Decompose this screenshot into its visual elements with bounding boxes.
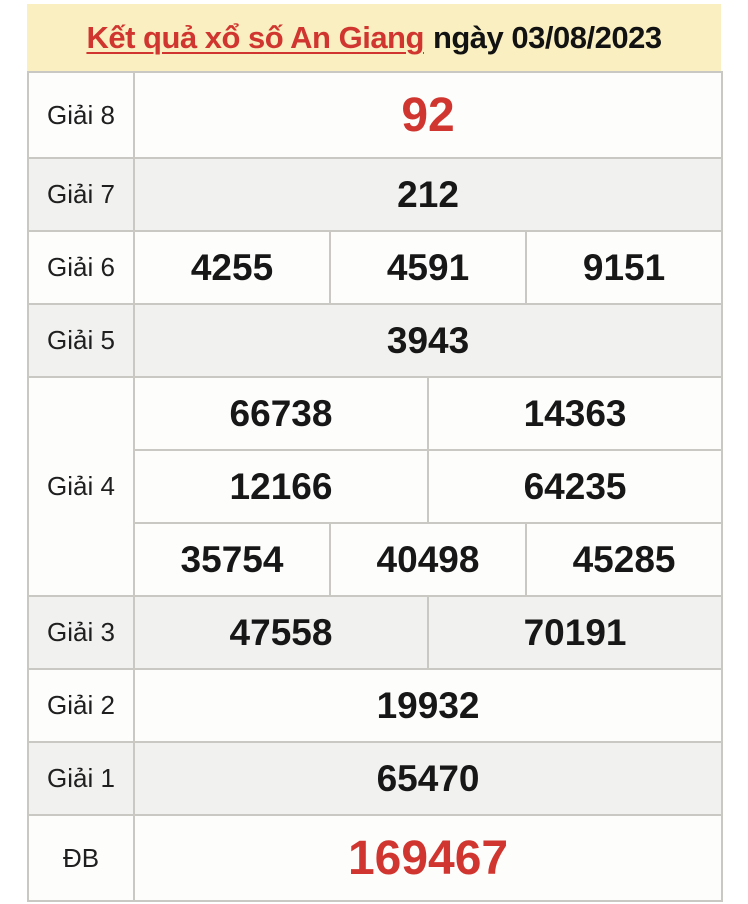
prize-number: 14363 xyxy=(426,376,724,451)
prize-number: 66738 xyxy=(133,376,429,451)
prize-number: 19932 xyxy=(132,668,724,743)
row-giai-6: Giải 6 4255 4591 9151 xyxy=(27,230,724,305)
prize-label: Giải 6 xyxy=(27,230,135,305)
prize-label: Giải 8 xyxy=(27,71,135,159)
row-giai-4-line-3: 35754 40498 45285 xyxy=(28,522,724,597)
row-giai-8: Giải 8 92 xyxy=(27,71,724,159)
prize-number: 45285 xyxy=(524,522,724,597)
draw-date-label: ngày 03/08/2023 xyxy=(432,19,662,55)
prize-number: 3943 xyxy=(132,303,724,378)
prize-number: 212 xyxy=(132,157,724,232)
prize-number: 70191 xyxy=(426,595,724,670)
prize-number: 9151 xyxy=(524,230,724,305)
prize-number: 40498 xyxy=(329,522,527,597)
prize-number: 169467 xyxy=(132,814,724,902)
prize-label: Giải 3 xyxy=(27,595,135,670)
row-giai-3: Giải 3 47558 70191 xyxy=(27,595,724,670)
prize-number: 64235 xyxy=(426,449,724,524)
prize-label: Giải 7 xyxy=(27,157,135,232)
row-giai-7: Giải 7 212 xyxy=(27,157,724,232)
prize-label: Giải 1 xyxy=(27,741,135,816)
prize-label: ĐB xyxy=(27,814,135,902)
row-giai-4-line-1: Giải 4 66738 14363 xyxy=(27,376,724,597)
row-giai-db: ĐB 169467 xyxy=(27,814,724,902)
prize-label: Giải 4 xyxy=(27,376,135,597)
prize-label: Giải 2 xyxy=(27,668,135,743)
prize-number: 4591 xyxy=(329,230,527,305)
lottery-results-board: Kết quả xổ số An Giang ngày 03/08/2023 G… xyxy=(27,4,724,902)
results-table: Giải 8 92 Giải 7 212 Giải 6 4255 4591 91… xyxy=(27,71,724,902)
prize-number: 4255 xyxy=(133,230,331,305)
row-giai-5: Giải 5 3943 xyxy=(27,303,724,378)
prize-number: 65470 xyxy=(132,741,724,816)
row-giai-1: Giải 1 65470 xyxy=(27,741,724,816)
row-giai-2: Giải 2 19932 xyxy=(27,668,724,743)
prize-label: Giải 5 xyxy=(27,303,135,378)
prize-number: 12166 xyxy=(133,449,429,524)
prize-number: 35754 xyxy=(133,522,331,597)
row-giai-4-line-2: 12166 64235 xyxy=(28,449,724,524)
prize-number: 92 xyxy=(132,71,724,159)
lottery-title-link[interactable]: Kết quả xổ số An Giang xyxy=(86,19,424,55)
prize-number: 47558 xyxy=(133,595,429,670)
title-band: Kết quả xổ số An Giang ngày 03/08/2023 xyxy=(27,4,721,71)
